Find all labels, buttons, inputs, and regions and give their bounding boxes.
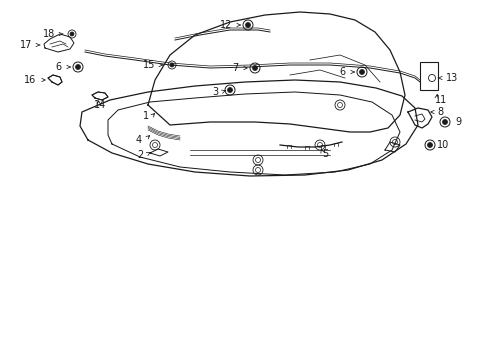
Circle shape bbox=[70, 32, 74, 36]
Text: 10: 10 bbox=[436, 140, 448, 150]
Text: 2: 2 bbox=[137, 150, 142, 160]
Text: 16: 16 bbox=[24, 75, 36, 85]
Circle shape bbox=[170, 63, 174, 67]
Text: 7: 7 bbox=[231, 63, 238, 73]
Polygon shape bbox=[92, 92, 108, 100]
Text: 6: 6 bbox=[339, 67, 346, 77]
Text: 4: 4 bbox=[136, 135, 142, 145]
Text: 1: 1 bbox=[142, 111, 149, 121]
Text: 13: 13 bbox=[445, 73, 457, 83]
Circle shape bbox=[252, 66, 257, 71]
Circle shape bbox=[442, 120, 447, 125]
Bar bbox=[419, 62, 437, 90]
Text: 18: 18 bbox=[42, 29, 55, 39]
Circle shape bbox=[245, 22, 250, 27]
Text: 3: 3 bbox=[211, 87, 218, 97]
Polygon shape bbox=[48, 75, 62, 85]
Circle shape bbox=[227, 87, 232, 93]
Text: 17: 17 bbox=[20, 40, 32, 50]
Text: 11: 11 bbox=[434, 95, 447, 105]
Text: 12: 12 bbox=[219, 20, 231, 30]
Circle shape bbox=[75, 64, 81, 69]
Text: 8: 8 bbox=[436, 107, 442, 117]
Text: 15: 15 bbox=[142, 60, 155, 70]
Text: 9: 9 bbox=[454, 117, 460, 127]
Text: 6: 6 bbox=[56, 62, 62, 72]
Text: 5: 5 bbox=[321, 149, 327, 159]
Text: 14: 14 bbox=[94, 100, 106, 110]
Circle shape bbox=[359, 69, 364, 75]
Circle shape bbox=[427, 143, 431, 148]
